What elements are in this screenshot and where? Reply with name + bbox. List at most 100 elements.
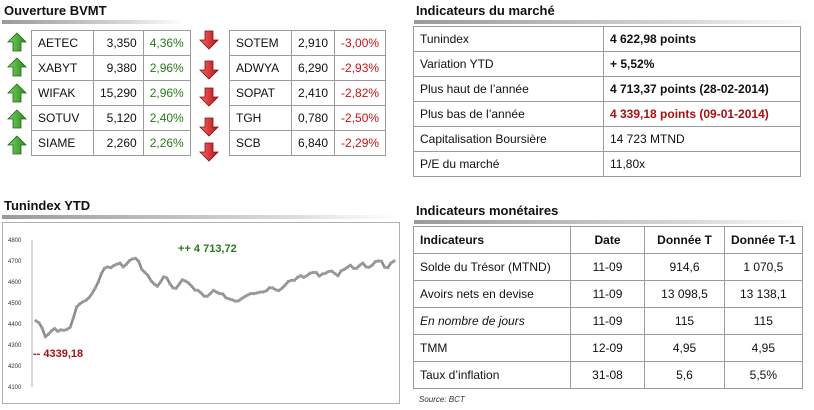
data-point [68,325,72,329]
up-arrow-icon [6,57,28,77]
data-point [351,266,356,270]
indicator-value: 11,80x [603,151,801,177]
data-point [180,278,184,282]
data-point [137,259,141,263]
indicator-label: Plus haut de l’année [413,76,604,102]
down-arrow-icon [198,117,220,137]
data-point [53,327,57,331]
data-point [140,267,144,271]
stock-price: 2,410 [290,80,336,106]
data-point [383,265,387,269]
data-point [252,292,256,296]
data-point [109,266,113,270]
monetary-cell: TMM [413,334,571,362]
data-point [246,293,250,297]
data-point [112,264,116,268]
indicator-label: Tunindex [413,26,604,52]
stock-name: ADWYA [229,55,292,81]
monetary-row: Avoirs nets en devise 11-09 13 098,5 13 138… [413,280,803,308]
data-point [333,272,337,276]
data-point [230,298,234,302]
market-title: Indicateurs du marché [416,3,555,18]
stock-name: AETEC [31,30,94,56]
stock-row: SOTUV 5,120 2,40% [31,105,191,131]
data-point [199,291,203,295]
stock-row: SOPAT 2,410 -2,82% [229,80,387,106]
up-arrow-icon [6,83,28,103]
data-point [143,270,147,275]
data-point [183,279,187,283]
data-point [261,290,265,294]
stock-row: SOTEM 2,910 -3,00% [229,30,387,56]
data-point [355,266,359,270]
data-point [115,262,119,266]
data-point [34,319,38,323]
data-point [373,260,377,264]
data-point [336,274,340,278]
data-point [271,286,275,290]
data-point [186,281,191,285]
y-tick-label: 4200 [8,364,22,370]
gainers-table: AETEC 3,350 4,36% XABYT 9,380 2,96% WIFAK 15,29… [31,30,191,156]
stock-change: -2,82% [334,80,387,106]
data-point [379,259,384,263]
stock-name: SCB [229,130,292,156]
data-point [364,265,368,269]
monetary-cell: 31-08 [570,361,645,389]
monetary-cell: 914,6 [644,253,725,281]
data-point [224,296,228,300]
monetary-cell: 11-09 [570,253,645,281]
indicator-value: 14 723 MTND [603,126,801,152]
market-title-bar [414,20,812,24]
data-point [264,289,268,293]
data-point [193,288,197,292]
stock-change: 2,96% [142,55,191,81]
data-point [295,275,300,279]
y-tick-label: 4700 [8,259,22,265]
monetary-cell: 11-09 [570,307,645,335]
stock-row: WIFAK 15,290 2,96% [31,80,191,106]
stock-price: 15,290 [93,80,144,106]
y-tick-label: 4500 [8,301,22,307]
data-point [215,290,219,294]
monetary-cell: 12-09 [570,334,645,362]
data-point [311,270,315,275]
data-point [320,272,324,276]
data-point [165,276,169,280]
data-point [102,266,107,270]
data-point [65,327,69,331]
monetary-indicators-table: Indicateurs Date Donnée T Donnée T-1 Solde … [413,226,803,389]
data-point [205,294,209,298]
indicator-row: Capitalisation Boursière 14 723 MTND [413,126,801,152]
data-point [121,265,125,269]
monetary-cell: 4,95 [724,334,803,362]
indicator-row: Tunindex 4 622,98 points [413,26,801,52]
data-point [174,286,178,290]
data-point [106,265,110,269]
data-point [345,265,349,269]
stock-price: 6,290 [290,55,336,81]
data-point [50,329,54,333]
column-header: Indicateurs [413,226,571,254]
data-point [302,275,306,279]
data-point [134,256,138,260]
losers-table: SOTEM 2,910 -3,00% ADWYA 6,290 -2,93% SOPAT 2,4… [229,30,387,156]
stock-row: ADWYA 6,290 -2,93% [229,55,387,81]
stock-name: SOPAT [229,80,292,106]
data-point [158,280,163,284]
down-arrow-icon [198,30,220,50]
data-point [84,298,88,303]
down-arrow-icon [198,87,220,107]
data-point [37,321,41,325]
chart-title: Tunindex YTD [4,198,91,213]
stock-name: WIFAK [31,80,94,106]
data-point [149,279,153,283]
data-point [124,262,128,266]
tunindex-chart: 4800 4700 4600 4500 4400 4300 4200 4100 ++ 4 713… [2,222,400,404]
data-point [155,284,159,288]
monetary-cell: Avoirs nets en devise [413,280,571,308]
stock-change: 4,36% [142,30,191,56]
data-point [370,263,374,267]
stock-price: 3,350 [93,30,144,56]
monetary-cell: 11-09 [570,280,645,308]
